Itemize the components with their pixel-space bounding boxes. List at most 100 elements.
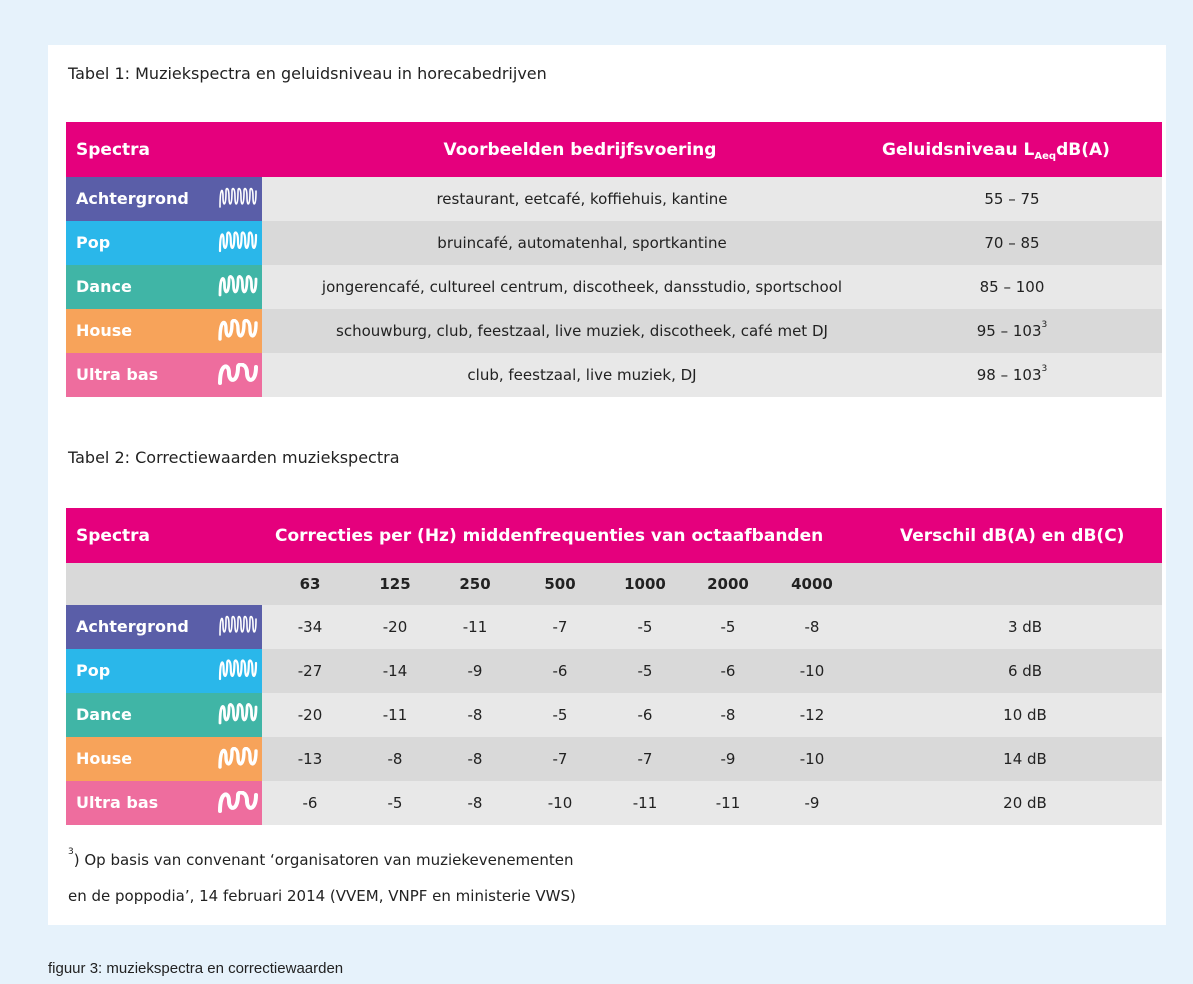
cell: -8 [467,794,483,812]
cell: -5 [637,662,653,680]
cell: -14 [382,662,408,680]
header-cell: Geluidsniveau LAeqdB(A) [882,140,1110,162]
spectrum-cell [66,221,262,265]
caption: figuur 3: muziekspectra en correctiewaar… [48,960,344,977]
cell: -8 [387,750,403,768]
footnote: 3) Op basis van convenant ‘organisatoren… [68,847,574,869]
freq: 4000 [791,575,833,593]
cell: -5 [720,618,736,636]
spectrum-cell [66,737,262,781]
row [262,649,1162,693]
spectrum-label: Achtergrond [76,189,189,208]
cell: -8 [720,706,736,724]
wave-icon [219,615,257,636]
wave-icon [218,659,258,681]
note-ref: 3 [1041,364,1048,374]
header-cell: Spectra [76,526,151,546]
cell: -8 [467,706,483,724]
freq: 1000 [624,575,666,593]
cell: -20 [297,706,323,724]
freq: 125 [379,575,411,593]
wave-icon [218,319,258,341]
level: 98 – 103 [976,366,1042,384]
table-title: Tabel 2: Correctiewaarden muziekspectra [68,448,400,467]
cell: -5 [552,706,568,724]
cell: -9 [720,750,736,768]
cell: -6 [720,662,736,680]
cell: club, feestzaal, live muziek, DJ [467,366,697,384]
table-title: Tabel 1: Muziekspectra en geluidsniveau … [68,64,547,83]
wave [219,615,257,636]
note-ref: 3 [1041,320,1048,330]
cell: -11 [715,794,741,812]
wave [218,791,258,813]
cell: 98 – 103 3 [862,353,1162,397]
cell: -9 [804,794,820,812]
cell: 6 dB [1007,662,1043,680]
wave-icon [218,231,258,253]
wave [218,231,258,253]
spectrum-cell [66,309,262,353]
cell: -27 [297,662,323,680]
cell: -7 [552,618,568,636]
table-header [66,508,1162,563]
freq: 500 [544,575,576,593]
note-ref: 3 [68,847,74,857]
spectrum-label: Ultra bas [76,365,159,384]
wave-icon [218,747,258,769]
cell: -9 [467,662,483,680]
level: 55 – 75 [984,190,1040,208]
spectrum-label: House [76,321,133,340]
row [262,353,1162,397]
wave-icon [218,703,258,725]
level: 85 – 100 [979,278,1045,296]
spectrum-cell [66,649,262,693]
cell: -20 [382,618,408,636]
row [262,221,1162,265]
header-cell: Verschil dB(A) en dB(C) [900,526,1125,546]
header-text: Geluidsniveau L [882,140,1035,160]
cell: schouwburg, club, feestzaal, live muziek… [336,322,828,340]
wave-icon [218,791,258,813]
cell: -5 [637,618,653,636]
cell: 95 – 103 3 [862,309,1162,353]
cell: -10 [799,750,825,768]
wave [218,659,258,681]
row [262,693,1162,737]
header-unit: dB(A) [1056,140,1110,160]
level: 70 – 85 [984,234,1040,252]
freq: 250 [459,575,491,593]
level: 95 – 103 [976,322,1042,340]
spectrum-label: Pop [76,661,111,680]
wave [218,319,258,341]
row [262,781,1162,825]
row [262,309,1162,353]
cell: -8 [467,750,483,768]
cell: -11 [632,794,658,812]
cell: -6 [637,706,653,724]
cell: 3 dB [1007,618,1043,636]
spectrum-label: Pop [76,233,111,252]
cell: -12 [799,706,825,724]
wave [218,703,258,725]
header-cell: Correcties per (Hz) middenfrequenties va… [275,526,824,546]
row [262,177,1162,221]
cell: -6 [302,794,318,812]
header-cell: Voorbeelden bedrijfsvoering [443,140,717,160]
wave-icon [218,275,258,297]
freq-row [66,563,1162,605]
spectrum-label: Dance [76,277,132,296]
wave-icon [218,363,258,385]
freq: 63 [299,575,321,593]
cell: -10 [547,794,573,812]
cell: -13 [297,750,323,768]
cell: -6 [552,662,568,680]
spectrum-label: Dance [76,705,132,724]
cell: jongerencafé, cultureel centrum, discoth… [321,278,843,296]
row [262,737,1162,781]
cell: -5 [387,794,403,812]
cell: -11 [462,618,488,636]
header-sub: Aeq [1034,151,1057,163]
cell: -7 [552,750,568,768]
